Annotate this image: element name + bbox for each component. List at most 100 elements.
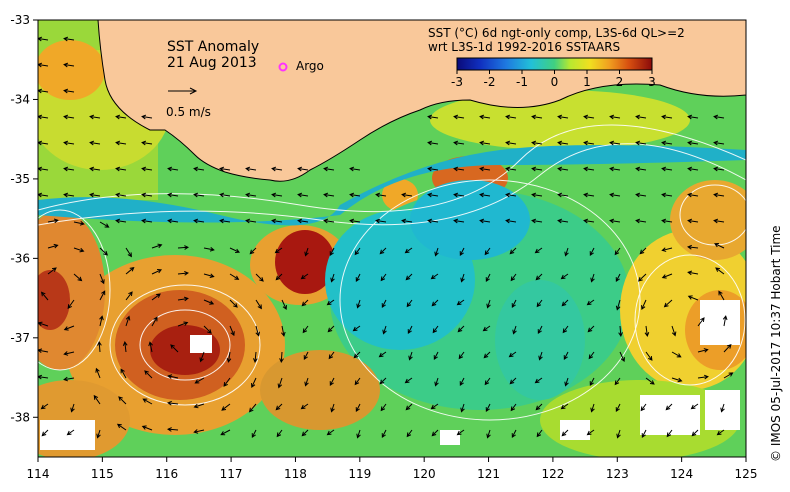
velocity-arrow bbox=[255, 299, 262, 310]
velocity-arrow bbox=[300, 403, 309, 410]
y-tick-label: -34 bbox=[10, 92, 30, 106]
velocity-arrow bbox=[614, 377, 621, 386]
velocity-arrow bbox=[323, 166, 335, 172]
velocity-arrow bbox=[690, 403, 699, 410]
velocity-arrow bbox=[297, 218, 309, 224]
velocity-arrow bbox=[583, 166, 595, 172]
velocity-arrow bbox=[720, 403, 725, 413]
velocity-arrow bbox=[251, 429, 257, 439]
velocity-arrow bbox=[141, 192, 153, 198]
velocity-arrow bbox=[115, 218, 127, 224]
velocity-arrow bbox=[661, 166, 673, 172]
velocity-arrow bbox=[715, 267, 725, 275]
velocity-arrow bbox=[99, 273, 105, 285]
velocity-arrow bbox=[151, 316, 158, 327]
velocity-arrow bbox=[380, 403, 387, 412]
velocity-arrow bbox=[431, 299, 439, 307]
velocity-arrow bbox=[511, 299, 517, 309]
velocity-arrow bbox=[404, 247, 413, 254]
velocity-arrow bbox=[505, 114, 517, 120]
velocity-arrow bbox=[427, 166, 439, 172]
velocity-arrow bbox=[249, 247, 257, 255]
velocity-arrow bbox=[125, 291, 133, 301]
velocity-arrow bbox=[375, 192, 387, 198]
velocity-arrow bbox=[609, 166, 621, 172]
velocity-arrow bbox=[245, 192, 257, 198]
x-tick-label: 120 bbox=[413, 467, 436, 481]
velocity-arrow bbox=[505, 140, 517, 146]
velocity-arrow bbox=[352, 325, 361, 332]
velocity-arrow bbox=[407, 325, 413, 335]
velocity-arrow bbox=[63, 376, 75, 382]
velocity-arrow bbox=[456, 299, 465, 306]
velocity-arrow bbox=[271, 166, 283, 172]
velocity-arrow bbox=[281, 299, 287, 311]
velocity-arrow bbox=[223, 377, 231, 387]
velocity-arrow bbox=[557, 114, 569, 120]
velocity-arrow bbox=[63, 36, 75, 42]
velocity-arrow bbox=[193, 218, 205, 224]
velocity-arrow bbox=[505, 192, 517, 198]
velocity-arrow bbox=[537, 325, 543, 335]
velocity-arrow bbox=[661, 218, 673, 224]
velocity-arrow bbox=[99, 221, 110, 228]
velocity-arrow bbox=[401, 218, 413, 224]
velocity-arrow bbox=[486, 299, 491, 309]
velocity-arrow bbox=[349, 192, 361, 198]
velocity-arrow bbox=[619, 351, 625, 363]
velocity-arrow bbox=[89, 166, 101, 172]
velocity-arrow bbox=[167, 374, 179, 379]
velocity-arrow bbox=[430, 403, 439, 410]
velocity-arrow bbox=[531, 166, 543, 172]
velocity-arrow bbox=[560, 273, 569, 280]
velocity-arrow bbox=[95, 367, 101, 379]
velocity-arrow bbox=[47, 267, 57, 275]
x-tick-label: 119 bbox=[348, 467, 371, 481]
velocity-arrow bbox=[63, 62, 75, 68]
velocity-arrow bbox=[271, 218, 283, 224]
velocity-arrow bbox=[485, 273, 491, 283]
velocity-arrow bbox=[193, 192, 205, 198]
velocity-arrow bbox=[483, 351, 491, 359]
velocity-arrow bbox=[304, 247, 309, 257]
velocity-arrow bbox=[713, 140, 725, 146]
velocity-arrow bbox=[687, 244, 699, 250]
velocity-arrow bbox=[219, 192, 231, 198]
velocity-arrow bbox=[687, 218, 699, 224]
velocity-arrow bbox=[323, 218, 335, 224]
velocity-arrow bbox=[203, 246, 215, 252]
velocity-arrow bbox=[99, 315, 104, 327]
velocity-arrow bbox=[687, 192, 699, 198]
velocity-arrow bbox=[356, 299, 361, 309]
velocity-arrow bbox=[590, 403, 595, 413]
velocity-arrow bbox=[379, 377, 387, 385]
argo-float-legend-marker bbox=[278, 62, 288, 72]
velocity-arrow bbox=[177, 296, 189, 302]
velocity-arrow bbox=[583, 114, 595, 120]
velocity-arrow bbox=[609, 140, 621, 146]
velocity-arrow bbox=[248, 403, 257, 413]
velocity-arrow bbox=[687, 166, 699, 172]
x-tick-label: 123 bbox=[606, 467, 629, 481]
velocity-arrow bbox=[93, 394, 101, 405]
velocity-arrow bbox=[590, 273, 595, 283]
velocity-arrow bbox=[326, 429, 335, 436]
contours bbox=[38, 124, 746, 421]
velocity-arrow bbox=[618, 325, 623, 338]
colorbar-tick-label: -1 bbox=[516, 75, 528, 89]
velocity-arrow bbox=[381, 429, 387, 439]
velocity-arrow bbox=[458, 351, 465, 360]
velocity-arrow bbox=[330, 403, 335, 413]
velocity-arrow bbox=[560, 403, 569, 410]
velocity-arrow bbox=[141, 140, 153, 146]
velocity-arrow bbox=[531, 218, 543, 224]
velocity-arrow bbox=[713, 218, 725, 224]
velocity-arrow bbox=[141, 166, 153, 172]
velocity-arrow bbox=[349, 166, 361, 172]
velocity-arrow bbox=[645, 377, 655, 385]
velocity-arrow bbox=[220, 429, 231, 436]
velocity-arrow bbox=[510, 273, 517, 282]
velocity-arrow bbox=[304, 377, 309, 387]
velocity-arrow bbox=[229, 247, 241, 253]
velocity-arrow bbox=[405, 273, 413, 281]
